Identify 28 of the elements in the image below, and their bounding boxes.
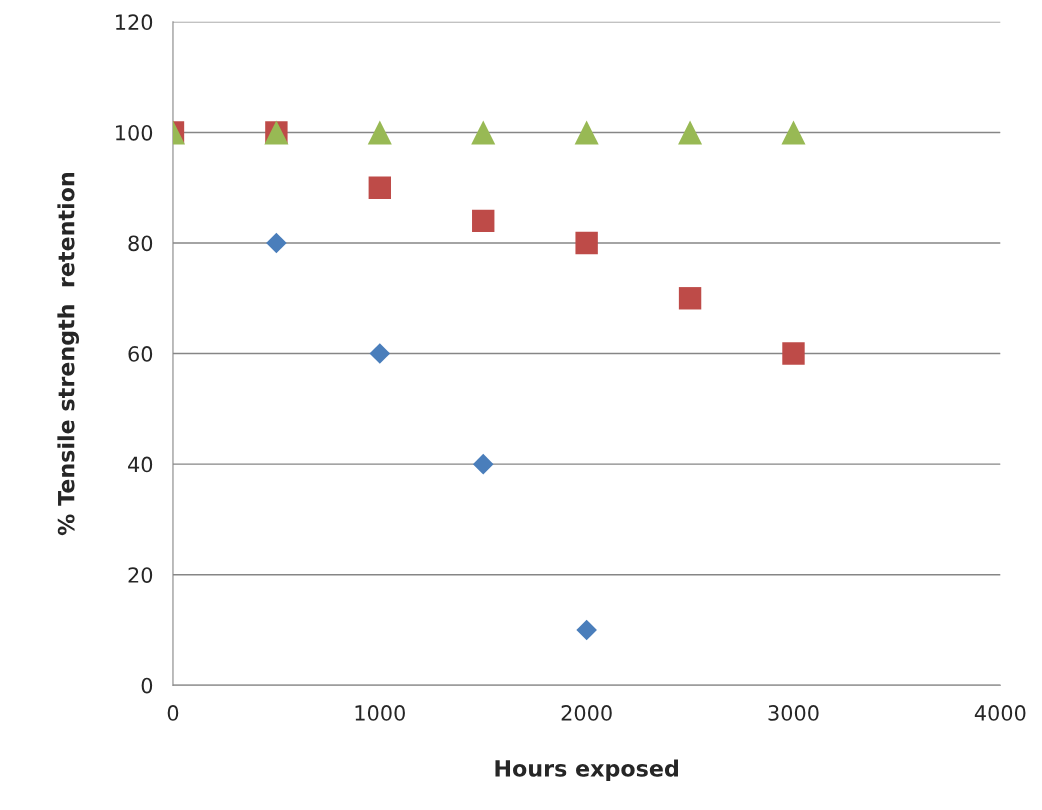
point xyxy=(678,287,702,310)
x-tick-label: 4000 xyxy=(974,705,1026,721)
point xyxy=(471,120,496,145)
y-tick-label: 100 xyxy=(116,124,153,141)
point xyxy=(369,343,391,364)
point xyxy=(781,120,806,145)
y-tick-label: 120 xyxy=(116,14,153,31)
point xyxy=(368,176,392,199)
y-tick-label: 80 xyxy=(128,235,153,252)
point xyxy=(782,342,805,365)
x-tick-label: 3000 xyxy=(768,705,819,721)
x-axis-title: Hours exposed xyxy=(495,759,678,782)
y-tick-label: 20 xyxy=(128,567,153,583)
x-tick-label: 0 xyxy=(167,705,179,721)
point xyxy=(574,120,599,145)
point xyxy=(678,120,703,145)
point xyxy=(472,453,494,475)
point xyxy=(472,209,495,233)
y-tick-label: 40 xyxy=(128,456,153,473)
y-tick-label: 0 xyxy=(141,677,153,694)
x-tick-label: 1000 xyxy=(355,705,405,721)
point xyxy=(576,619,597,641)
point xyxy=(266,232,287,254)
point xyxy=(575,231,598,255)
y-axis-title: % Tensile strength retention xyxy=(57,172,80,536)
point xyxy=(367,120,392,145)
y-tick-label: 60 xyxy=(128,346,153,362)
x-tick-label: 2000 xyxy=(561,705,612,721)
